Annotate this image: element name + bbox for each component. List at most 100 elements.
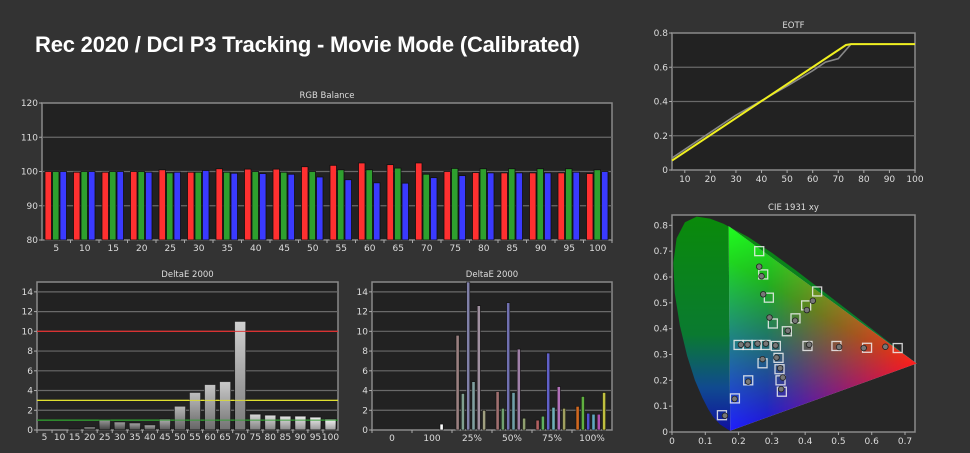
de-xtick-label: 75	[249, 433, 260, 443]
de_gray-ytick-label: 4	[27, 387, 33, 397]
rgb-xtick-label: 60	[364, 244, 376, 254]
rgb-bar	[215, 168, 223, 241]
cie-ytick-label: 0.4	[654, 325, 669, 335]
de_gray-ytick-label: 14	[22, 288, 34, 298]
de-xtick-label: 95	[310, 433, 321, 443]
deltae-color-bar	[476, 305, 481, 431]
de-xtick-label: 45	[159, 433, 170, 443]
cie-measured-point	[779, 374, 787, 381]
rgb-bar	[586, 173, 594, 241]
de-xtick-label: 60	[204, 433, 216, 443]
cie-target-square	[811, 286, 823, 297]
cie-measured-point	[737, 341, 745, 348]
deltae-bar-shade	[309, 417, 321, 430]
deltae-color-bar	[471, 381, 476, 431]
rgb-bar	[130, 171, 138, 241]
rgb-bar	[487, 172, 495, 241]
rgb-xtick-label: 45	[279, 244, 290, 254]
deltae-bar-shade	[144, 425, 156, 430]
de_color-ytick-label: 4	[362, 387, 368, 397]
de-xtick-label: 50%	[502, 434, 522, 444]
rgb-xtick-label: 85	[507, 244, 518, 254]
cie-ytick-label: 0	[662, 428, 668, 438]
cie-measured-point	[754, 340, 761, 347]
de_color-ytick-label: 10	[357, 327, 369, 337]
eotf-ytick-label: 0	[662, 166, 668, 176]
de-xtick-label: 40	[144, 433, 156, 443]
rgb-bar	[500, 172, 508, 241]
eotf-xtick-label: 50	[781, 175, 793, 185]
rgb-bar	[59, 171, 67, 241]
rgb-bar	[52, 171, 60, 241]
deltae-bar-shade	[219, 381, 231, 430]
rgb-bar	[515, 172, 523, 241]
cie-measured-point	[882, 343, 889, 350]
de-xtick-label: 70	[234, 433, 246, 443]
eotf-title: EOTF	[782, 21, 804, 31]
deltae-color-bar	[575, 406, 580, 431]
cie-measured-point	[721, 412, 729, 419]
de-xtick-label: 90	[295, 433, 307, 443]
deltae-color-bar	[460, 393, 465, 431]
deltae-bar-shade	[264, 415, 276, 430]
cie-target-square	[743, 375, 754, 386]
cie-measured-point	[758, 273, 765, 280]
rgb-bar	[194, 171, 202, 241]
rgb-bar	[536, 168, 544, 241]
eotf-xtick-label: 40	[756, 175, 768, 185]
page-title: Rec 2020 / DCI P3 Tracking - Movie Mode …	[35, 32, 580, 57]
de-xtick-label: 15	[69, 433, 80, 443]
rgb-bar	[280, 171, 288, 241]
rgb-bar	[329, 164, 337, 241]
deltae-bar-shade	[159, 419, 171, 430]
cie-measured-point	[835, 343, 843, 351]
rgb-bar	[244, 168, 252, 241]
rgb-bar	[230, 172, 238, 241]
rgb-bar	[422, 173, 430, 241]
de-xtick-label: 55	[189, 433, 200, 443]
deltae-color-bar	[506, 302, 511, 431]
rgb-bar	[88, 171, 96, 241]
rgb-bar	[557, 172, 565, 241]
de_gray-ytick-label: 10	[22, 327, 34, 337]
rgb-bar	[202, 170, 210, 241]
cie-measured-point	[772, 342, 779, 349]
rgb-bar	[479, 168, 487, 241]
rgb-xtick-label: 65	[393, 244, 404, 254]
rgb-bar	[158, 169, 166, 241]
eotf-target-line	[671, 43, 915, 162]
rgb-ytick-label: 110	[21, 133, 38, 143]
rgb-ytick-label: 90	[27, 202, 39, 212]
de-xtick-label: 35	[129, 433, 140, 443]
cie-measured-point	[766, 314, 773, 321]
rgb-bar	[101, 171, 109, 241]
de_gray-ytick-label: 6	[27, 367, 33, 377]
cie-measured-point	[860, 344, 867, 352]
cie-measured-point	[777, 385, 785, 393]
rgb-bar	[572, 171, 580, 241]
rgb-bar	[287, 173, 295, 241]
de_gray-plot-area	[36, 281, 339, 431]
cie-xtick-label: 0.4	[798, 437, 813, 447]
rgb-bar	[109, 171, 117, 241]
deltae-bar-shade	[69, 429, 81, 430]
deltae-color-bar	[596, 413, 601, 431]
eotf-xtick-label: 10	[679, 175, 691, 185]
de-xtick-label: 20	[84, 433, 96, 443]
cie-measured-point	[776, 364, 784, 372]
cie-measured-point	[784, 327, 792, 334]
cie-measured-point	[809, 297, 817, 304]
rgb-xtick-label: 40	[250, 244, 262, 254]
eotf-measured-line	[671, 43, 915, 159]
rgb-xtick-label: 95	[564, 244, 575, 254]
rgb-bar	[301, 166, 309, 241]
de-xtick-label: 25%	[462, 434, 482, 444]
rgb-title: RGB Balance	[300, 91, 355, 101]
de-xtick-label: 10	[54, 433, 66, 443]
rgb-xtick-label: 15	[108, 244, 119, 254]
deltae-color-bar	[511, 392, 516, 431]
de_color-ytick-label: 14	[357, 288, 369, 298]
deltae-bar-shade	[249, 414, 261, 430]
rgb-bar	[187, 171, 195, 241]
